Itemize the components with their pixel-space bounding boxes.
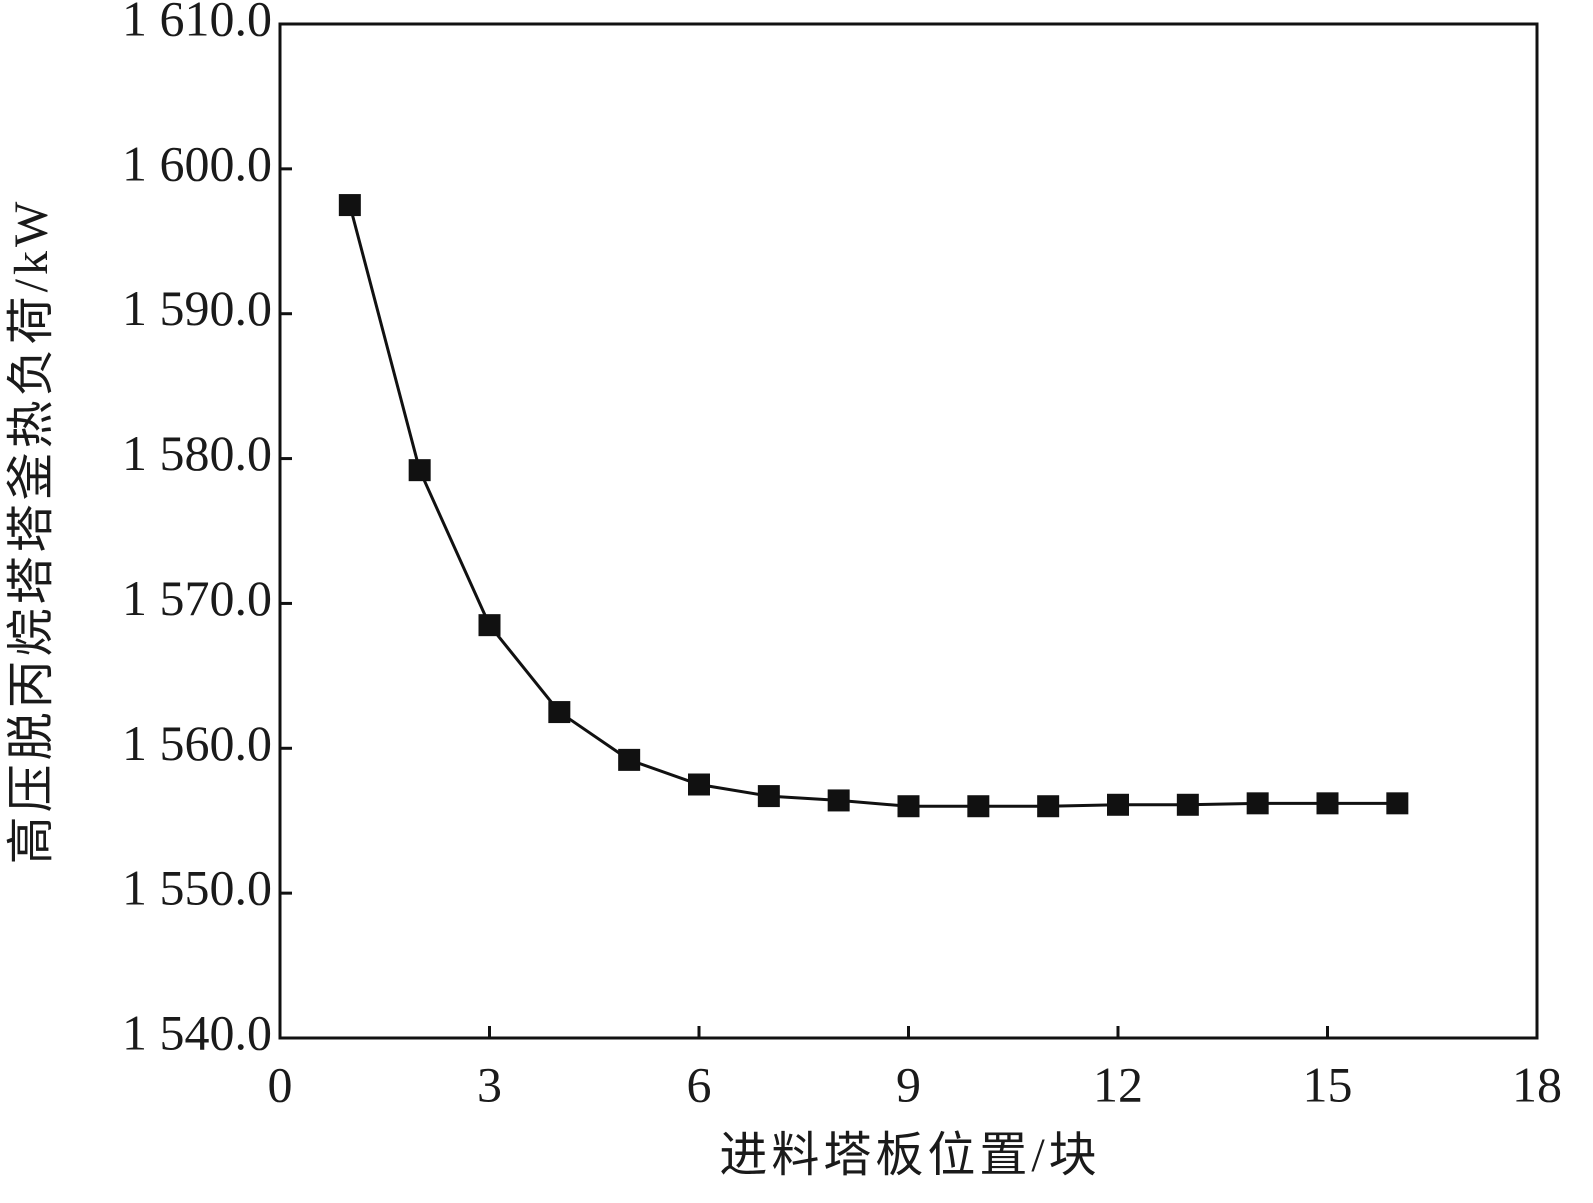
data-marker xyxy=(338,194,361,217)
data-marker xyxy=(548,701,571,724)
plot-frame xyxy=(278,22,1539,1040)
x-tick-label: 6 xyxy=(687,1056,712,1112)
data-marker xyxy=(1107,793,1129,816)
x-tick-label: 9 xyxy=(896,1056,921,1112)
y-tick-label: 1 570.0 xyxy=(122,570,272,626)
y-tick-label: 1 550.0 xyxy=(122,860,272,916)
data-marker xyxy=(1386,792,1409,815)
data-marker xyxy=(1037,795,1060,818)
y-tick-label: 1 560.0 xyxy=(122,715,272,771)
x-tick-label: 0 xyxy=(268,1056,293,1112)
data-marker xyxy=(688,773,710,796)
y-tick-label: 1 610.0 xyxy=(122,0,272,46)
data-marker xyxy=(1316,792,1339,815)
y-axis-title: 高压脱丙烷塔塔釜热负荷/kW xyxy=(5,198,58,865)
data-marker xyxy=(967,795,990,818)
x-tick-label: 15 xyxy=(1303,1056,1353,1112)
x-tick-label: 12 xyxy=(1093,1056,1143,1112)
y-tick-label: 1 580.0 xyxy=(122,425,272,481)
x-axis-title: 进料塔板位置/块 xyxy=(719,1129,1100,1182)
data-marker xyxy=(408,459,431,482)
data-marker xyxy=(897,795,920,818)
y-tick-label: 1 540.0 xyxy=(122,1004,272,1060)
data-marker xyxy=(757,785,780,808)
data-line xyxy=(348,204,1398,808)
data-marker xyxy=(478,614,501,637)
data-marker xyxy=(1176,793,1199,816)
data-marker xyxy=(827,789,850,812)
x-tick-label: 18 xyxy=(1512,1056,1562,1112)
y-tick-label: 1 590.0 xyxy=(122,280,272,336)
data-marker xyxy=(1246,792,1269,815)
data-marker xyxy=(618,748,641,771)
x-tick-label: 3 xyxy=(477,1056,502,1112)
y-tick-label: 1 600.0 xyxy=(122,135,272,191)
